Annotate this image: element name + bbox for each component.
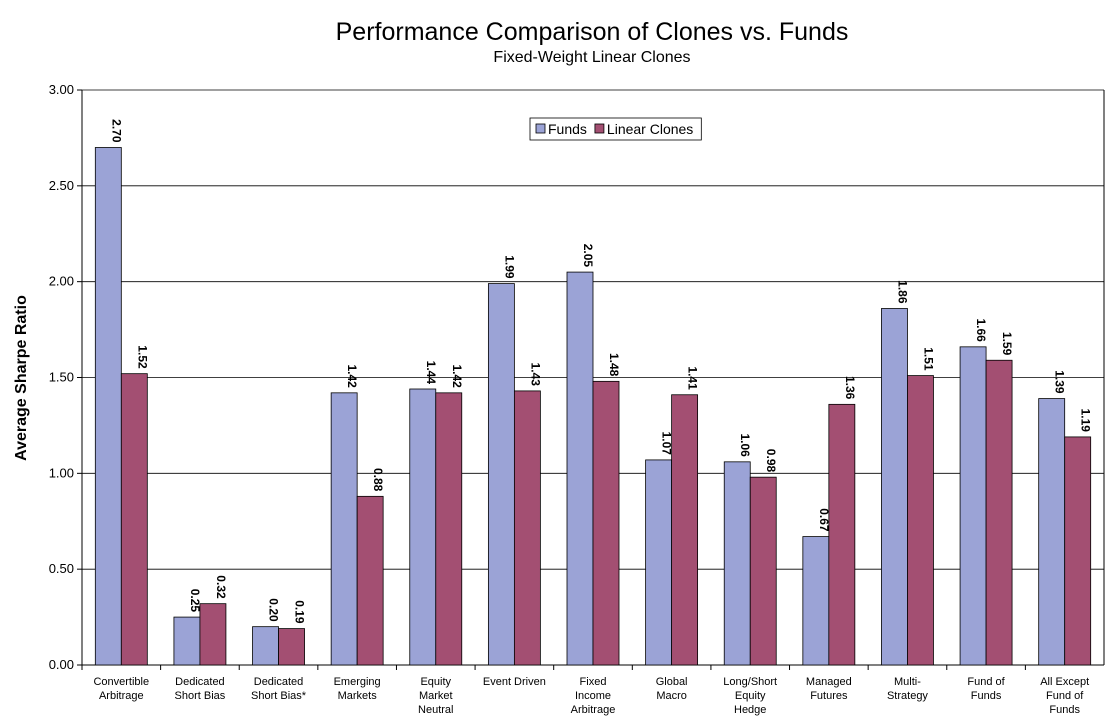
y-tick-label: 1.00 — [49, 465, 74, 480]
data-label: 1.42 — [450, 364, 464, 388]
x-tick-label: Dedicated Short Bias — [174, 676, 226, 702]
bar — [671, 394, 699, 666]
y-tick-label: 1.50 — [49, 370, 74, 385]
bar — [802, 536, 830, 666]
data-label: 1.43 — [528, 363, 542, 387]
bar — [828, 403, 856, 666]
bar — [435, 392, 463, 666]
data-label: 0.25 — [188, 589, 202, 613]
data-label: 1.99 — [502, 255, 516, 279]
legend-label: Funds — [548, 121, 587, 137]
x-tick-label-box: All Except Fund of Funds — [1040, 676, 1090, 716]
data-label: 1.19 — [1079, 409, 1093, 433]
x-tick-label: All Except Fund of Funds — [1040, 676, 1090, 716]
x-tick-label-box: Dedicated Short Bias* — [251, 676, 307, 702]
legend-label: Linear Clones — [607, 121, 693, 137]
data-label: 0.88 — [371, 468, 385, 492]
bar — [252, 626, 279, 666]
data-label: 1.06 — [738, 433, 752, 457]
bar — [330, 392, 358, 666]
y-axis-label: Average Sharpe Ratio — [13, 295, 30, 461]
bar — [985, 359, 1013, 666]
x-tick-label-box: Dedicated Short Bias — [174, 676, 226, 702]
chart-title: Performance Comparison of Clones vs. Fun… — [336, 18, 849, 46]
data-label: 0.19 — [293, 600, 307, 624]
x-tick-label: Multi-Strategy — [886, 676, 928, 702]
data-label: 1.51 — [921, 347, 935, 371]
legend-swatch — [535, 123, 546, 134]
x-tick-label: Fixed Income Arbitrage — [570, 676, 616, 716]
x-tick-label: Fund of Funds — [967, 676, 1005, 702]
data-label: 0.20 — [267, 598, 281, 622]
y-tick-label: 2.00 — [49, 274, 74, 289]
bar — [278, 628, 305, 666]
bar — [907, 375, 934, 666]
bar — [513, 390, 541, 666]
data-label: 1.52 — [135, 345, 149, 369]
data-label: 1.39 — [1053, 370, 1067, 394]
data-label: 0.67 — [817, 508, 831, 532]
x-tick-label-box: Convertible Arbitrage — [93, 676, 150, 702]
bar — [749, 476, 777, 666]
x-tick-label-box: Fixed Income Arbitrage — [570, 676, 616, 716]
x-tick-label: Global Macro — [655, 676, 688, 702]
x-tick-label: Event Driven — [482, 676, 546, 688]
chart-subtitle: Fixed-Weight Linear Clones — [493, 49, 690, 66]
data-label: 1.07 — [660, 432, 674, 456]
data-label: 1.41 — [686, 366, 700, 390]
bar — [645, 459, 673, 666]
x-tick-label-box: Managed Futures — [805, 676, 852, 702]
y-tick-label: 0.00 — [49, 657, 74, 672]
x-tick-label: Equity Market Neutral — [418, 676, 454, 716]
bar — [1038, 398, 1066, 666]
bar — [566, 271, 594, 666]
bar — [959, 346, 987, 666]
bar — [1064, 436, 1092, 666]
y-tick-label: 2.50 — [49, 178, 74, 193]
x-tick-label-box: Long/Short Equity Hedge — [723, 676, 778, 716]
x-tick-label-box: Fund of Funds — [967, 676, 1005, 702]
bar — [881, 308, 908, 666]
bar — [592, 380, 620, 666]
x-tick-label-box: Multi-Strategy — [886, 676, 928, 702]
bar — [409, 388, 437, 666]
data-label: 1.36 — [843, 376, 857, 400]
data-label: 2.05 — [581, 244, 595, 268]
legend-box — [529, 117, 702, 141]
y-tick-label: 3.00 — [49, 82, 74, 97]
data-label: 1.44 — [424, 361, 438, 385]
data-label: 1.42 — [345, 364, 359, 388]
bar — [487, 283, 515, 666]
data-label: 0.32 — [214, 575, 228, 599]
bar — [723, 461, 751, 666]
data-label: 1.59 — [1000, 332, 1014, 356]
y-tick-label: 0.50 — [49, 561, 74, 576]
bar — [356, 495, 384, 666]
data-label: 0.98 — [764, 449, 778, 473]
bar — [120, 373, 148, 666]
x-tick-label-box: Event Driven — [482, 676, 546, 688]
bar — [173, 616, 201, 666]
data-label: 2.70 — [109, 119, 123, 143]
x-tick-label: Long/Short Equity Hedge — [723, 676, 778, 716]
data-label: 1.86 — [895, 280, 909, 304]
x-tick-label-box: Equity Market Neutral — [418, 676, 454, 716]
data-label: 1.48 — [607, 353, 621, 377]
x-tick-label-box: Global Macro — [655, 676, 688, 702]
bar — [94, 147, 122, 666]
x-tick-label: Dedicated Short Bias* — [251, 676, 307, 702]
bar — [199, 603, 227, 666]
x-tick-label-box: Emerging Markets — [333, 676, 381, 702]
x-tick-label: Managed Futures — [805, 676, 852, 702]
x-tick-label: Emerging Markets — [333, 676, 381, 702]
legend-swatch — [594, 123, 605, 134]
x-tick-label: Convertible Arbitrage — [93, 676, 150, 702]
data-label: 1.66 — [974, 318, 988, 342]
